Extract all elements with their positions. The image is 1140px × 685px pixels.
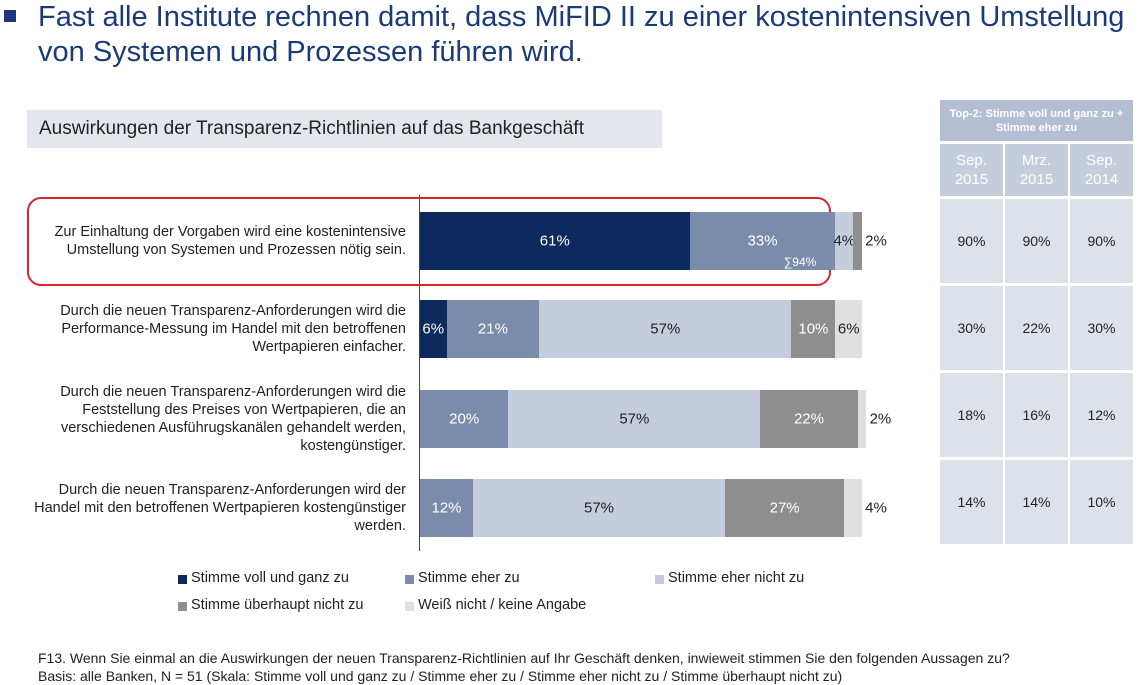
bar-segment [724,479,845,537]
bar-segment [857,390,867,448]
category-label: Durch die neuen Transparenz-Anforderunge… [60,303,406,355]
value-label: 10% [798,320,829,338]
table-column-header: Mrz. 2015 [1005,144,1068,196]
bar-segment [420,479,474,537]
value-label: 57% [583,499,615,517]
annotation: ∑94% [783,255,817,269]
footnote: F13. Wenn Sie einmal an die Auswirkungen… [38,650,1010,666]
table-cell: 90% [1005,199,1068,283]
axis-line [419,195,420,551]
footnote: Basis: alle Banken, N = 51 (Skala: Stimm… [38,668,843,684]
value-label: 2% [869,410,892,428]
bar-segment [446,300,540,358]
category-label: Zur Einhaltung der Vorgaben wird eine ko… [54,224,406,258]
value-label: 4% [833,232,856,250]
value-label: 57% [619,410,650,428]
subtitle: Auswirkungen der Transparenz-Richtlinien… [27,110,662,148]
table-column-header: Sep. 2014 [1070,144,1133,196]
title: Fast alle Institute rechnen damit, dass … [38,1,1125,68]
value-label: 4% [865,499,887,517]
table-cell: 10% [1070,460,1133,544]
bar-segment [835,212,854,270]
bar-segment [420,300,447,358]
bar-segment [539,300,792,358]
bar-segment [760,390,858,448]
table-cell: 14% [1005,460,1068,544]
table-cell: 16% [1005,373,1068,457]
table-cell: 30% [1070,286,1133,370]
table-cell: 12% [1070,373,1133,457]
bar-segment [689,212,836,270]
legend-swatch [178,602,187,611]
value-label: 22% [793,410,824,428]
category-label: Durch die neuen Transparenz-Anforderunge… [34,482,406,534]
table-cell: 30% [940,286,1003,370]
value-label: 6% [422,320,445,338]
bar-segment [508,390,761,448]
bar-segment [791,300,836,358]
table-title: Top-2: Stimme voll und ganz zu + Stimme … [940,100,1133,141]
value-label: 57% [650,320,681,338]
bar-segment [844,479,862,537]
bar-segment [473,479,725,537]
value-label: 61% [539,232,570,250]
legend-swatch [405,575,414,584]
legend-label: Stimme eher nicht zu [668,570,805,586]
bar-segment [420,212,690,270]
value-label: 21% [477,320,508,338]
legend-swatch [405,602,414,611]
table-cell: 90% [1070,199,1133,283]
value-label: 6% [837,320,860,338]
table-cell: 14% [940,460,1003,544]
value-label: 12% [431,499,462,517]
value-label: 33% [747,232,778,250]
title-bullet [4,10,16,22]
value-label: 2% [865,232,887,250]
value-label: 20% [449,410,480,428]
legend-swatch [655,575,664,584]
bar-segment [853,212,862,270]
table-column-header: Sep. 2015 [940,144,1003,196]
value-label: 27% [769,499,800,517]
legend-label: Stimme voll und ganz zu [191,570,349,586]
table-cell: 90% [940,199,1003,283]
legend-label: Stimme eher zu [418,570,520,586]
category-label: Durch die neuen Transparenz-Anforderunge… [60,384,406,454]
legend-swatch [178,575,187,584]
legend-label: Stimme überhaupt nicht zu [191,597,364,613]
legend-label: Weiß nicht / keine Angabe [418,597,587,613]
table-cell: 18% [940,373,1003,457]
bar-segment [835,300,862,358]
bar-segment [420,390,509,448]
table-cell: 22% [1005,286,1068,370]
